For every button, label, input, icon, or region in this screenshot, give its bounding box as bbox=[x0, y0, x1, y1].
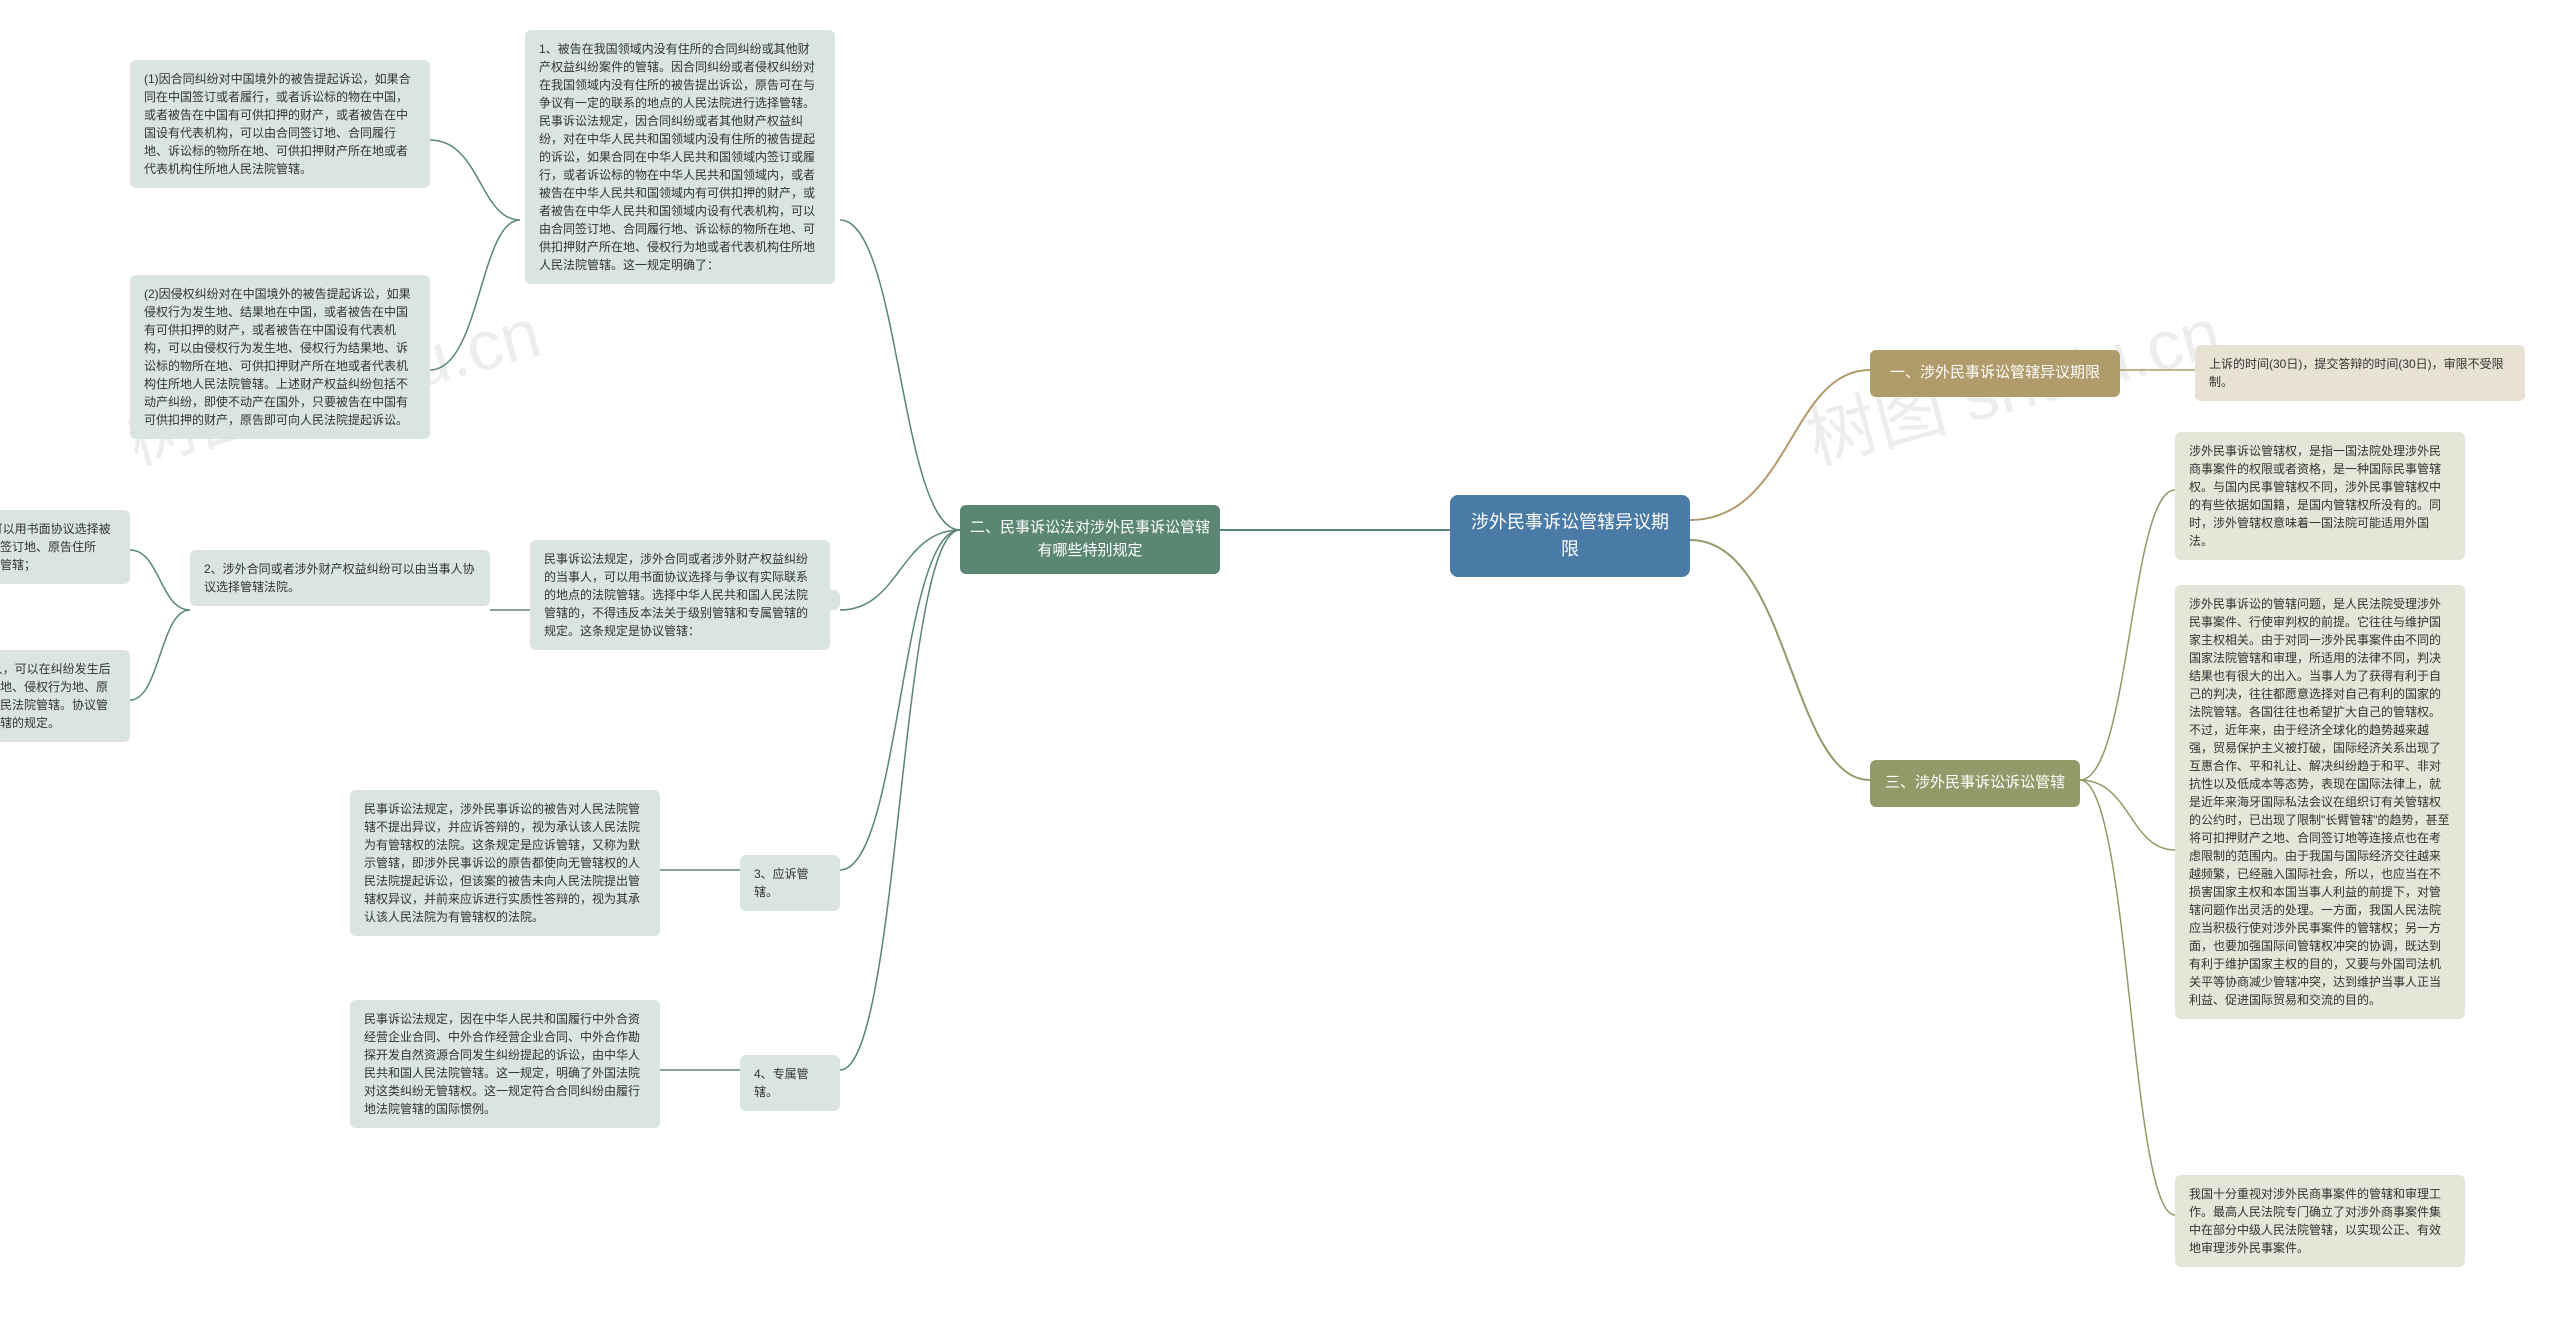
section3-leaf2: 涉外民事诉讼的管辖问题，是人民法院受理涉外民事案件、行使审判权的前提。它往往与维… bbox=[2175, 585, 2465, 1019]
section2-title: 二、民事诉讼法对涉外民事诉讼管辖有哪些特别规定 bbox=[960, 505, 1220, 574]
section3-title: 三、涉外民事诉讼诉讼管辖 bbox=[1870, 760, 2080, 807]
section2-sub3-title: 3、应诉管辖。 bbox=[740, 855, 840, 911]
section2-sub1-title: 1、被告在我国领域内没有住所的合同纠纷或其他财产权益纠纷案件的管辖。因合同纠纷或… bbox=[525, 30, 835, 284]
section2-sub1-leaf1: (1)因合同纠纷对中国境外的被告提起诉讼，如果合同在中国签订或者履行，或者诉讼标… bbox=[130, 60, 430, 188]
section2-sub4-text: 民事诉讼法规定，因在中华人民共和国履行中外合资经营企业合同、中外合作经营企业合同… bbox=[350, 1000, 660, 1128]
section1-title: 一、涉外民事诉讼管辖异议期限 bbox=[1870, 350, 2120, 397]
section2-sub2-leaf2: (2)涉外侵权纠纷的双方当事人，可以在纠纷发生后达成书面协议，选择被告住所地、侵… bbox=[0, 650, 130, 742]
center-node: 涉外民事诉讼管辖异议期限 bbox=[1450, 495, 1690, 577]
section1-leaf1: 上诉的时间(30日)，提交答辩的时间(30日)，审限不受限制。 bbox=[2195, 345, 2525, 401]
section2-sub2-title: 2、涉外合同或者涉外财产权益纠纷可以由当事人协议选择管辖法院。 bbox=[190, 550, 490, 606]
section2-sub4-title: 4、专属管辖。 bbox=[740, 1055, 840, 1111]
section3-leaf1: 涉外民事诉讼管辖权，是指一国法院处理涉外民商事案件的权限或者资格，是一种国际民事… bbox=[2175, 432, 2465, 560]
section2-sub3-text: 民事诉讼法规定，涉外民事诉讼的被告对人民法院管辖不提出异议，并应诉答辩的，视为承… bbox=[350, 790, 660, 936]
section2-sub1-leaf2: (2)因侵权纠纷对在中国境外的被告提起诉讼，如果侵权行为发生地、结果地在中国，或… bbox=[130, 275, 430, 439]
section2-sub2-intro: 民事诉讼法规定，涉外合同或者涉外财产权益纠纷的当事人，可以用书面协议选择与争议有… bbox=[530, 540, 830, 650]
section2-sub2-leaf1: (1)涉外合同的双方当事人，可以用书面协议选择被告住所地、合同履行地、合同签订地… bbox=[0, 510, 130, 584]
section3-leaf3: 我国十分重视对涉外民商事案件的管辖和审理工作。最高人民法院专门确立了对涉外商事案… bbox=[2175, 1175, 2465, 1267]
